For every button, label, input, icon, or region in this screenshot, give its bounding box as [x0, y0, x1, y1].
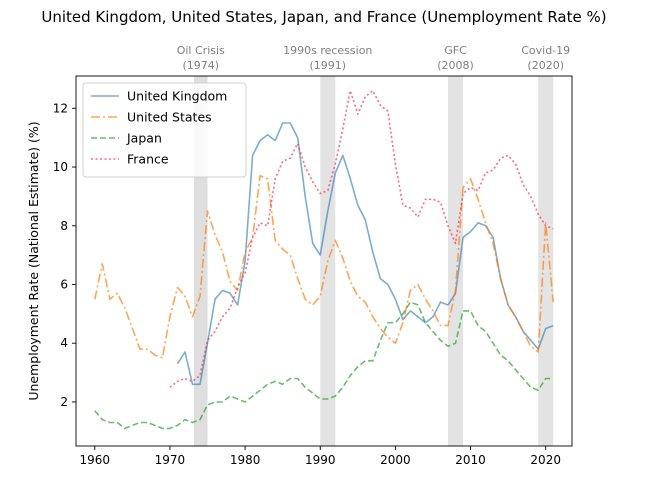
y-tick-label-8: 8 [60, 219, 68, 233]
event-band-gfc [448, 76, 463, 446]
legend-label-united-states: United States [127, 110, 212, 125]
legend: United Kingdom United States Japan France [83, 83, 246, 177]
legend-label-united-kingdom: United Kingdom [127, 89, 227, 104]
y-tick-label-10: 10 [53, 160, 68, 174]
y-axis-label: Unemployment Rate (National Estimate) (%… [26, 121, 41, 400]
y-tick-label-6: 6 [60, 277, 68, 291]
event-label-oil-crisis: Oil Crisis [177, 44, 225, 57]
event-year-1990s-recession: (1991) [309, 59, 346, 72]
y-axis: 2 4 6 8 10 12 [53, 101, 76, 409]
event-label-1990s-recession: 1990s recession [283, 44, 372, 57]
chart-title: United Kingdom, United States, Japan, an… [41, 8, 606, 26]
x-tick-label-2000: 2000 [380, 453, 411, 467]
event-year-covid-19: (2020) [527, 59, 564, 72]
x-tick-label-1960: 1960 [80, 453, 111, 467]
x-axis: 1960 1970 1980 1990 2000 2010 2020 [80, 446, 561, 467]
legend-label-japan: Japan [126, 131, 162, 146]
y-tick-label-4: 4 [60, 336, 68, 350]
event-label-gfc: GFC [444, 44, 467, 57]
x-tick-label-1990: 1990 [305, 453, 336, 467]
x-tick-label-2010: 2010 [455, 453, 486, 467]
x-tick-label-1980: 1980 [230, 453, 261, 467]
legend-label-france: France [127, 152, 169, 167]
event-label-covid-19: Covid-19 [521, 44, 570, 57]
x-tick-label-2020: 2020 [530, 453, 561, 467]
event-band-covid-19 [538, 76, 553, 446]
x-tick-label-1970: 1970 [155, 453, 186, 467]
event-year-gfc: (2008) [437, 59, 474, 72]
y-tick-label-12: 12 [53, 101, 68, 115]
y-tick-label-2: 2 [60, 395, 68, 409]
event-year-oil-crisis: (1974) [182, 59, 219, 72]
